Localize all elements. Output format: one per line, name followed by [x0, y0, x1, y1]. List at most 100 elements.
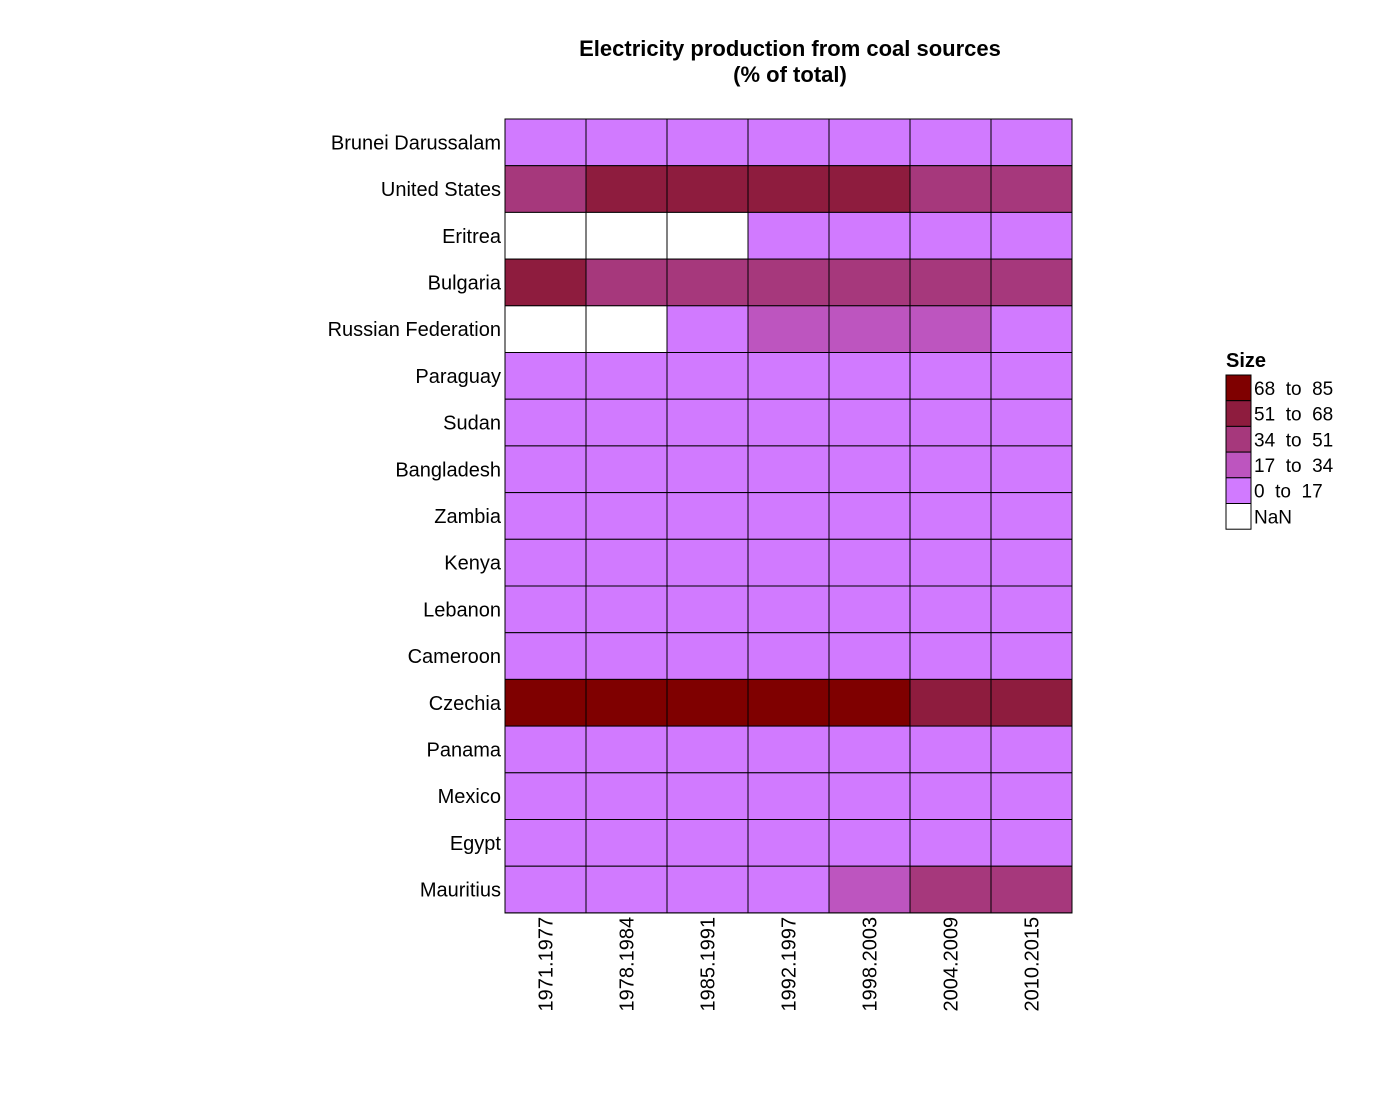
heatmap-cell: [909, 772, 992, 820]
heatmap-cell: [585, 538, 668, 587]
heatmap-cell: [504, 305, 587, 353]
y-tick-label: Egypt: [450, 833, 502, 855]
x-tick-label: 2010.2015: [1022, 917, 1044, 1012]
heatmap-cell: [504, 492, 587, 540]
heatmap-cell: [909, 819, 992, 867]
heatmap-cell: [747, 725, 830, 774]
heatmap-cell: [909, 165, 992, 213]
heatmap-cell: [585, 585, 668, 634]
heatmap-cell: [585, 819, 668, 867]
heatmap-cell: [585, 165, 668, 213]
heatmap-cell: [909, 118, 992, 167]
heatmap-cell: [747, 772, 830, 820]
heatmap-cell: [990, 819, 1073, 867]
heatmap-cell: [747, 819, 830, 867]
heatmap-cell: [585, 352, 668, 400]
heatmap-cell: [666, 772, 749, 820]
heatmap-cell: [504, 632, 587, 680]
legend-swatch: [1225, 400, 1252, 427]
heatmap-cell: [909, 398, 992, 447]
heatmap-cell: [990, 165, 1073, 213]
heatmap-cell: [666, 258, 749, 307]
chart-subtitle: (% of total): [733, 62, 847, 87]
heatmap-cell: [909, 258, 992, 307]
y-tick-label: Cameroon: [408, 646, 501, 668]
heatmap-cell: [990, 678, 1073, 727]
heatmap-cell: [909, 725, 992, 774]
heatmap-cell: [909, 211, 992, 260]
heatmap-cell: [747, 165, 830, 213]
y-tick-label: Mexico: [438, 786, 501, 808]
heatmap-cell: [666, 538, 749, 587]
y-tick-label: Lebanon: [423, 599, 501, 621]
x-tick-label: 1971.1977: [536, 917, 558, 1012]
heatmap-cell: [828, 165, 911, 213]
heatmap-cell: [666, 585, 749, 634]
heatmap-cell: [990, 772, 1073, 820]
heatmap-cell: [504, 725, 587, 774]
legend-label: 68 to 85: [1254, 379, 1333, 400]
heatmap-cell: [666, 819, 749, 867]
heatmap-cell: [504, 772, 587, 820]
heatmap-cell: [585, 632, 668, 680]
heatmap-cell: [828, 398, 911, 447]
heatmap-cell: [909, 632, 992, 680]
heatmap-cell: [666, 398, 749, 447]
plot-border: [504, 118, 1073, 914]
heatmap-cell: [747, 865, 830, 914]
heatmap-cell: [828, 632, 911, 680]
heatmap-cell: [666, 632, 749, 680]
heatmap-cell: [666, 211, 749, 260]
heatmap-cell: [909, 445, 992, 494]
heatmap-cell: [585, 865, 668, 914]
heatmap-cell: [585, 725, 668, 774]
heatmap-cell: [828, 865, 911, 914]
heatmap-cell: [747, 632, 830, 680]
heatmap-cell: [990, 585, 1073, 634]
heatmap-cell: [666, 118, 749, 167]
heatmap-cell: [909, 865, 992, 914]
y-tick-label: Kenya: [444, 553, 502, 575]
heatmap-cell: [504, 445, 587, 494]
heatmap-cell: [585, 678, 668, 727]
heatmap-cell: [585, 398, 668, 447]
x-tick-label: 1998.2003: [860, 917, 882, 1012]
heatmap-cell: [585, 258, 668, 307]
heatmap-cell: [666, 492, 749, 540]
heatmap-cell: [909, 492, 992, 540]
heatmap-cell: [585, 445, 668, 494]
heatmap-cell: [504, 165, 587, 213]
y-tick-label: Bangladesh: [395, 459, 501, 481]
heatmap-cell: [747, 211, 830, 260]
heatmap-cell: [828, 678, 911, 727]
heatmap-cell: [909, 538, 992, 587]
y-tick-label: Bulgaria: [428, 272, 502, 294]
heatmap-cell: [990, 258, 1073, 307]
heatmap-cell: [828, 772, 911, 820]
heatmap-cell: [504, 258, 587, 307]
heatmap-cell: [990, 352, 1073, 400]
heatmap-cell: [666, 865, 749, 914]
heatmap-cell: [747, 352, 830, 400]
legend-label: 0 to 17: [1254, 482, 1323, 503]
y-tick-label: Eritrea: [442, 226, 502, 248]
heatmap-cell: [747, 538, 830, 587]
heatmap-cell: [828, 538, 911, 587]
legend-title: Size: [1226, 350, 1267, 372]
chart-title: Electricity production from coal sources: [579, 36, 1001, 61]
heatmap-cell: [990, 865, 1073, 914]
y-tick-label: Sudan: [443, 413, 501, 435]
legend-swatch: [1225, 503, 1252, 530]
heatmap-cell: [909, 585, 992, 634]
heatmap-cell: [666, 445, 749, 494]
y-tick-label: Paraguay: [415, 366, 501, 388]
y-tick-label: United States: [381, 179, 501, 201]
heatmap-cell: [666, 165, 749, 213]
heatmap-cell: [504, 678, 587, 727]
heatmap-cell: [747, 492, 830, 540]
heatmap-cell: [909, 678, 992, 727]
heatmap-cell: [747, 305, 830, 353]
heatmap-cell: [990, 305, 1073, 353]
heatmap-cell: [828, 492, 911, 540]
heatmap-cell: [504, 398, 587, 447]
